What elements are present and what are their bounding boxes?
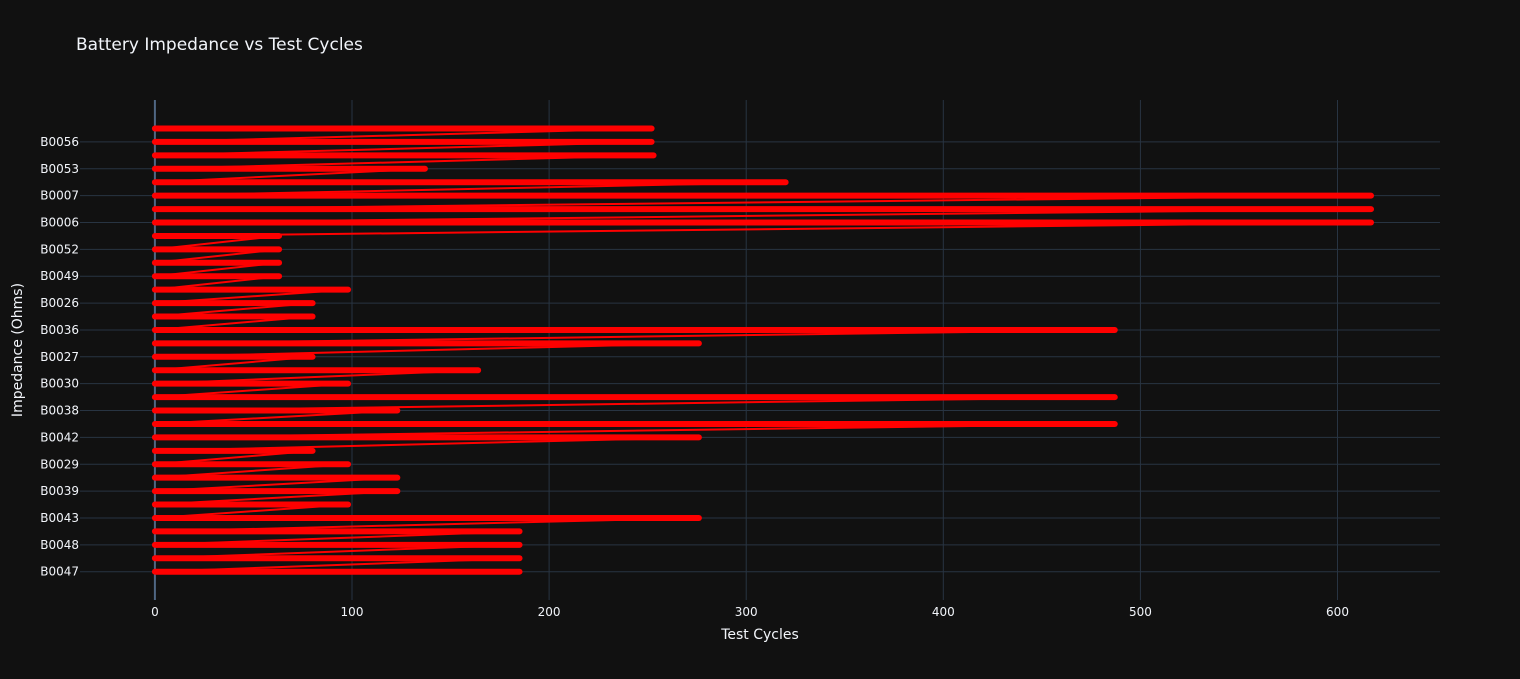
x-tick-label: 100 xyxy=(341,605,364,619)
x-tick-label: 0 xyxy=(151,605,159,619)
x-tick-label: 500 xyxy=(1129,605,1152,619)
y-tick-labels: B0056 B0053 B0007 B0006 B0052 B0049 B0026 B0036… xyxy=(40,135,79,579)
y-tick-label: B0049 xyxy=(40,269,79,283)
x-tick-label: 300 xyxy=(735,605,758,619)
x-tick-label: 200 xyxy=(538,605,561,619)
y-tick-label: B0042 xyxy=(40,430,79,444)
y-tick-label: B0053 xyxy=(40,162,79,176)
y-tick-label: B0052 xyxy=(40,242,79,256)
data-trace xyxy=(151,125,1375,575)
y-tick-label: B0056 xyxy=(40,135,79,149)
y-tick-label: B0048 xyxy=(40,538,79,552)
y-tick-label: B0038 xyxy=(40,404,79,418)
x-tick-labels: 0 100 200 300 400 500 600 xyxy=(151,605,1349,619)
x-axis-title: Test Cycles xyxy=(720,627,799,643)
y-tick-label: B0026 xyxy=(40,296,79,310)
y-tick-label: B0027 xyxy=(40,350,79,364)
x-tick-label: 400 xyxy=(932,605,955,619)
y-tick-label: B0039 xyxy=(40,484,79,498)
y-tick-label: B0029 xyxy=(40,457,79,471)
y-tick-label: B0036 xyxy=(40,323,79,337)
x-tick-label: 600 xyxy=(1326,605,1349,619)
chart-title: Battery Impedance vs Test Cycles xyxy=(76,35,363,55)
y-tick-label: B0043 xyxy=(40,511,79,525)
y-tick-label: B0007 xyxy=(40,189,79,203)
y-tick-label: B0030 xyxy=(40,377,79,391)
y-tick-label: B0047 xyxy=(40,565,79,579)
y-tick-label: B0006 xyxy=(40,216,79,230)
y-axis-title: Impedance (Ohms) xyxy=(10,283,26,417)
